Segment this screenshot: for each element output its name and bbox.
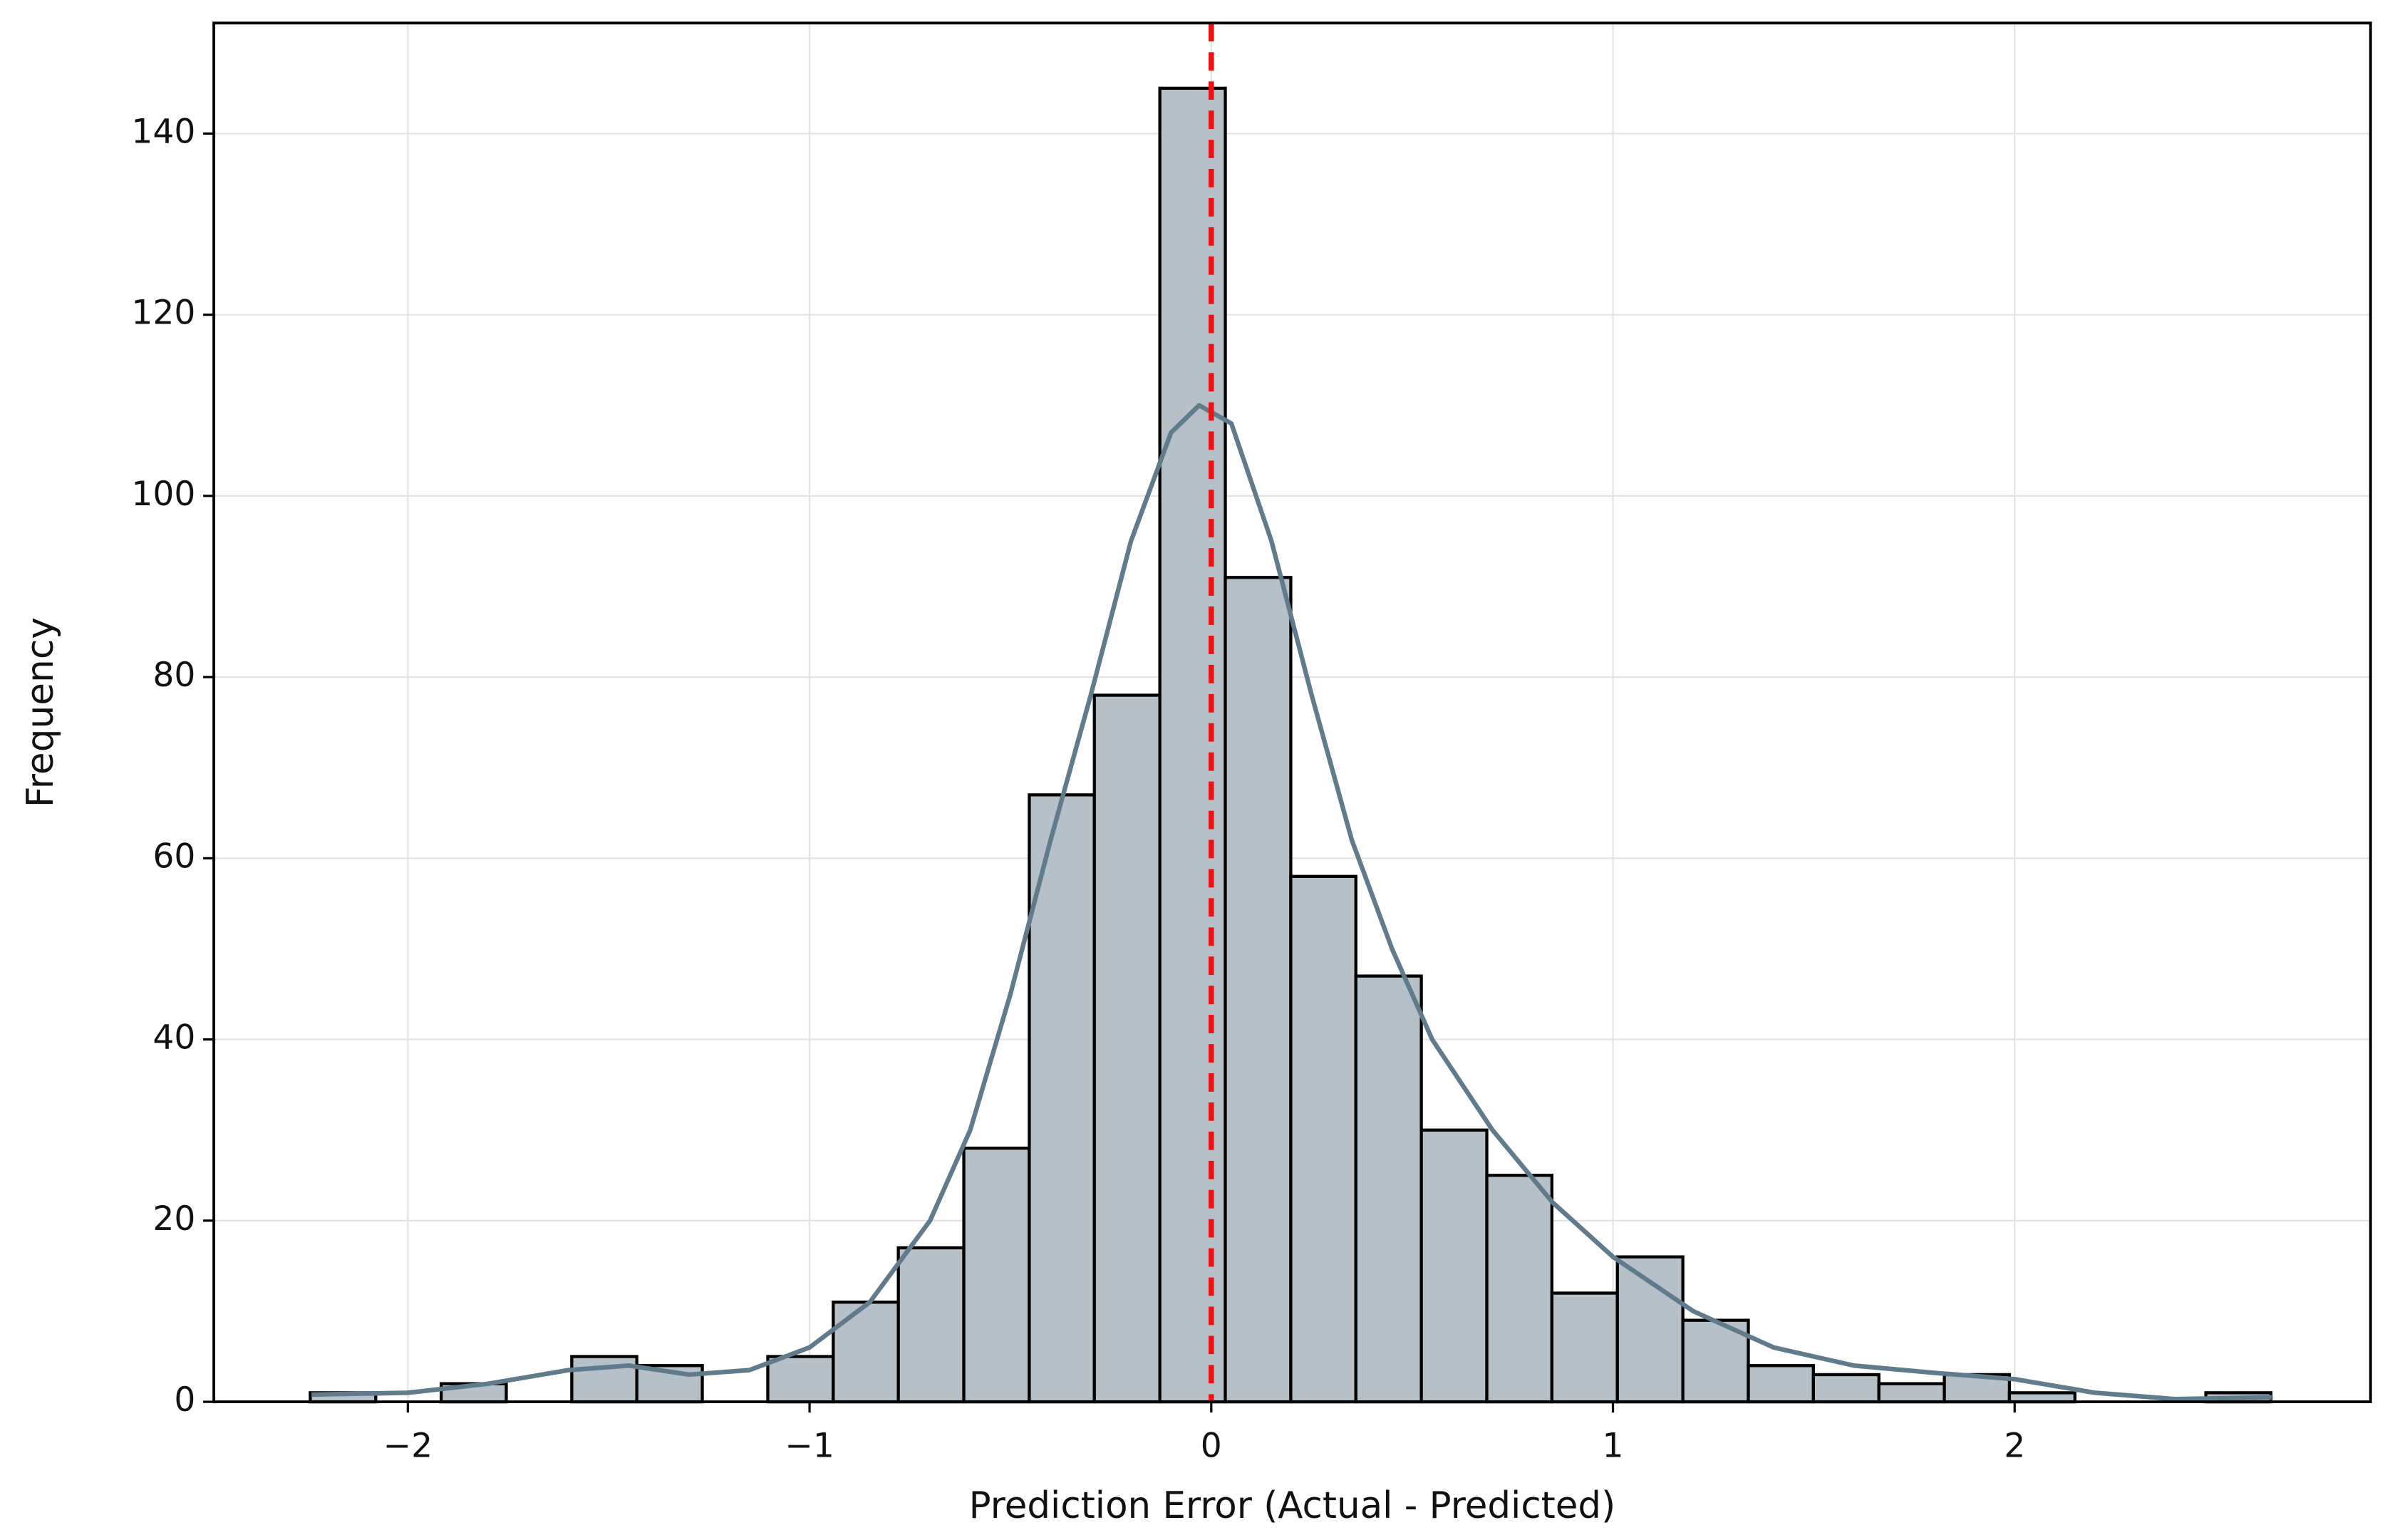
bar [766, 1355, 835, 1404]
y-tick-label: 20 [152, 1199, 195, 1239]
bar [570, 1355, 638, 1404]
bar [1289, 874, 1357, 1404]
bar [1224, 576, 1293, 1404]
y-tick-label: 100 [131, 475, 195, 514]
bar [1419, 1128, 1489, 1404]
bar [1028, 793, 1096, 1404]
y-axis-label: Frequency [19, 617, 62, 807]
bar [832, 1301, 900, 1404]
x-tick-label: 0 [1201, 1427, 1222, 1466]
bar [1747, 1364, 1815, 1404]
x-tick-label: −1 [785, 1427, 834, 1466]
bar [1811, 1373, 1881, 1404]
bar [1615, 1255, 1685, 1404]
x-tick-label: 1 [1603, 1427, 1624, 1466]
bar [1354, 974, 1423, 1404]
x-tick-label: −2 [383, 1427, 433, 1466]
bar [1550, 1291, 1619, 1404]
x-axis-label: Prediction Error (Actual - Predicted) [969, 1484, 1615, 1527]
plot-frame [212, 21, 2372, 1404]
x-tick-label: 2 [2004, 1427, 2025, 1466]
y-tick-label: 120 [131, 294, 195, 333]
kde-line [311, 403, 2272, 1402]
y-tick-label: 0 [174, 1380, 195, 1420]
y-tick-label: 80 [152, 656, 195, 695]
bar [896, 1246, 966, 1404]
y-tick-label: 40 [152, 1018, 195, 1058]
y-tick-label: 60 [152, 837, 195, 876]
bar [1158, 86, 1227, 1404]
bar [962, 1146, 1031, 1404]
bar [1485, 1174, 1553, 1404]
bar [1092, 693, 1162, 1404]
y-tick-label: 140 [131, 112, 195, 151]
bar [1877, 1382, 1946, 1404]
